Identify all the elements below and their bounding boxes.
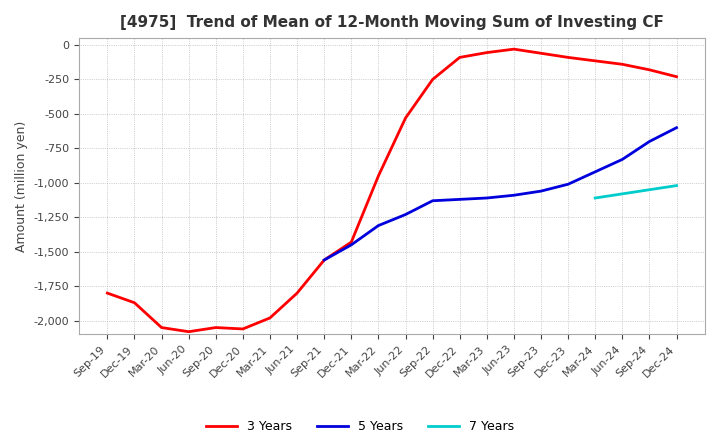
7 Years — [618, 191, 626, 197]
3 Years — [591, 58, 600, 63]
3 Years — [401, 115, 410, 121]
3 Years — [293, 290, 302, 296]
5 Years — [510, 193, 518, 198]
3 Years — [238, 326, 247, 332]
5 Years — [374, 223, 383, 228]
5 Years — [428, 198, 437, 203]
3 Years — [482, 50, 491, 55]
3 Years — [212, 325, 220, 330]
3 Years — [455, 55, 464, 60]
Line: 7 Years: 7 Years — [595, 186, 677, 198]
Title: [4975]  Trend of Mean of 12-Month Moving Sum of Investing CF: [4975] Trend of Mean of 12-Month Moving … — [120, 15, 664, 30]
3 Years — [510, 47, 518, 52]
3 Years — [645, 67, 654, 73]
5 Years — [591, 169, 600, 174]
5 Years — [401, 212, 410, 217]
5 Years — [536, 188, 545, 194]
3 Years — [564, 55, 572, 60]
Legend: 3 Years, 5 Years, 7 Years: 3 Years, 5 Years, 7 Years — [200, 415, 520, 438]
3 Years — [374, 173, 383, 179]
5 Years — [482, 195, 491, 201]
3 Years — [130, 300, 139, 305]
3 Years — [428, 77, 437, 82]
3 Years — [320, 257, 328, 263]
7 Years — [672, 183, 681, 188]
3 Years — [347, 239, 356, 245]
5 Years — [320, 257, 328, 263]
5 Years — [672, 125, 681, 130]
Line: 3 Years: 3 Years — [107, 49, 677, 332]
Line: 5 Years: 5 Years — [324, 128, 677, 260]
7 Years — [645, 187, 654, 192]
7 Years — [591, 195, 600, 201]
5 Years — [618, 157, 626, 162]
3 Years — [672, 74, 681, 79]
5 Years — [347, 242, 356, 247]
5 Years — [564, 182, 572, 187]
5 Years — [645, 139, 654, 144]
Y-axis label: Amount (million yen): Amount (million yen) — [15, 121, 28, 252]
3 Years — [157, 325, 166, 330]
3 Years — [536, 51, 545, 56]
3 Years — [184, 329, 193, 334]
3 Years — [266, 315, 274, 321]
3 Years — [618, 62, 626, 67]
5 Years — [455, 197, 464, 202]
3 Years — [103, 290, 112, 296]
